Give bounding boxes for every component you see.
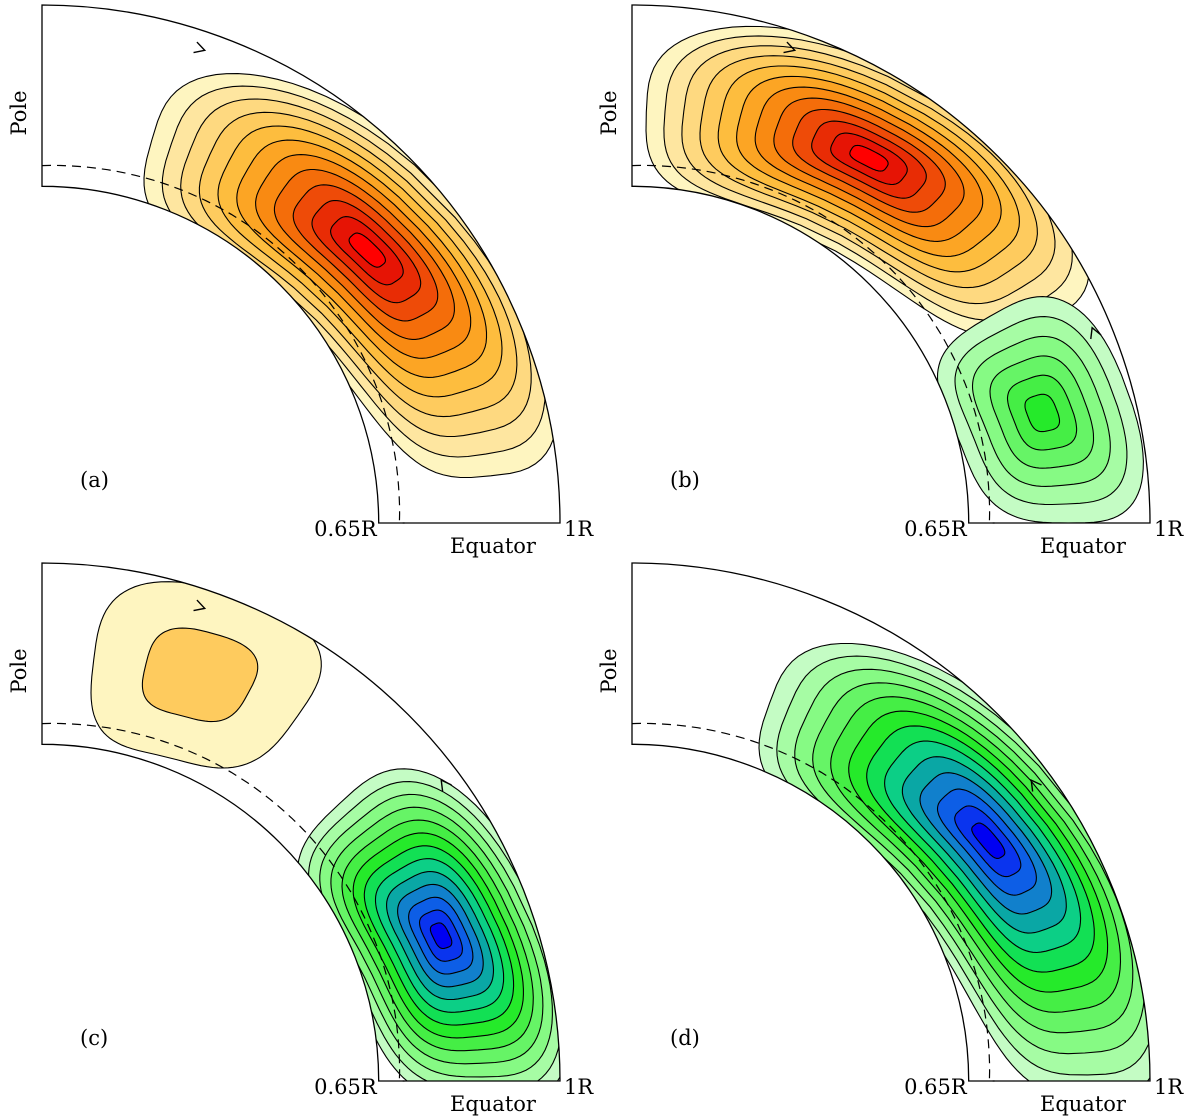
panel-tag-b: (b) <box>670 468 700 492</box>
flow-arrows-c <box>193 599 452 792</box>
equator-label-b: Equator <box>1040 534 1127 558</box>
panel-tag-d: (d) <box>670 1026 700 1050</box>
outer-radius-label-c: 1R <box>564 1075 594 1099</box>
panel-frame-b <box>631 4 1151 524</box>
contour-fill-b <box>645 25 1144 523</box>
flow-arrow-2 <box>1090 326 1102 340</box>
panel-tag-c: (c) <box>80 1026 108 1050</box>
contour-positive-cell-1-level-12 <box>348 232 386 268</box>
flow-arrows-a <box>193 41 207 54</box>
contour-fill-a <box>143 73 560 479</box>
pole-label-a: Pole <box>7 90 31 135</box>
pole-label-d: Pole <box>597 648 621 693</box>
pole-label-c: Pole <box>7 648 31 693</box>
contour-positive-cell-1-level-12 <box>849 144 889 172</box>
inner-radius-label-a: 0.65R <box>314 517 378 541</box>
panel-frame-a <box>41 4 561 524</box>
flow-arrow-2 <box>440 778 452 792</box>
panel-a: (a) Pole Equator 0.65R 1R <box>7 4 594 558</box>
flow-arrows-b <box>783 41 1102 340</box>
outer-radius-label-b: 1R <box>1154 517 1184 541</box>
equator-label-a: Equator <box>450 534 537 558</box>
inner-radius-label-c: 0.65R <box>314 1075 378 1099</box>
outer-radius-label-d: 1R <box>1154 1075 1184 1099</box>
flow-arrow-1 <box>1030 778 1042 792</box>
flow-arrow-1 <box>783 41 797 54</box>
tachocline-dashed-line-c <box>41 722 405 1082</box>
pole-label-b: Pole <box>597 90 621 135</box>
contour-negative-cell-1-level-13 <box>971 822 1006 859</box>
inner-radius-label-b: 0.65R <box>904 517 968 541</box>
panel-b: (b) Pole Equator 0.65R 1R <box>597 4 1184 558</box>
contour-negative-cell-2-level-6 <box>1024 393 1061 433</box>
contour-fill-d <box>758 642 1150 1081</box>
outer-radius-label-a: 1R <box>564 517 594 541</box>
panel-c: (c) Pole Equator 0.65R 1R <box>7 562 594 1116</box>
panel-frame-d <box>631 562 1151 1082</box>
tachocline-dashed-line-a <box>41 164 405 524</box>
panel-frame-c <box>41 562 561 1082</box>
panel-d: (d) Pole Equator 0.65R 1R <box>597 562 1184 1116</box>
tachocline-dashed-line-b <box>631 164 995 524</box>
contour-fill-c <box>90 581 560 1081</box>
equator-label-d: Equator <box>1040 1092 1127 1116</box>
equator-label-c: Equator <box>450 1092 537 1116</box>
tachocline-dashed-line-d <box>631 722 995 1082</box>
flow-arrow-1 <box>193 599 207 612</box>
flow-arrows-d <box>1030 778 1042 792</box>
panel-tag-a: (a) <box>80 468 109 492</box>
inner-radius-label-d: 0.65R <box>904 1075 968 1099</box>
contour-positive-cell-1-level-2 <box>141 627 259 723</box>
contour-negative-cell-2-level-13 <box>429 922 453 950</box>
flow-arrow-1 <box>193 41 207 54</box>
